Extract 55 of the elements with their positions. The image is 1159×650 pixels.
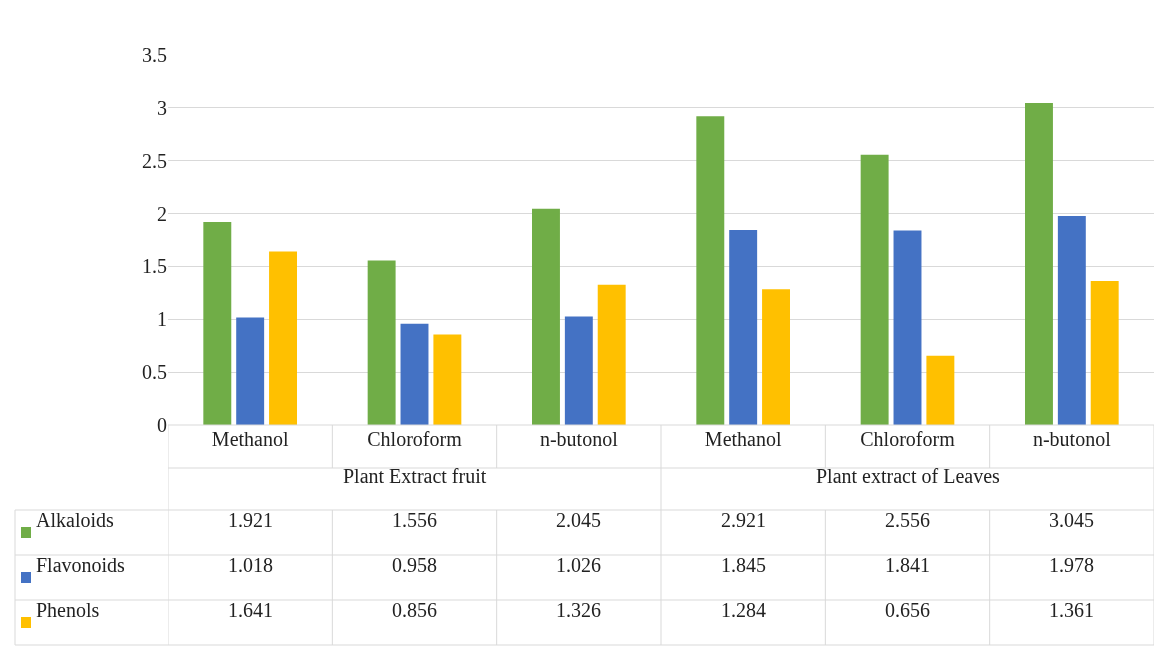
y-tick-label: 2.5 bbox=[142, 149, 167, 172]
y-tick-label: 2 bbox=[157, 202, 167, 225]
data-label: 0.656 bbox=[885, 599, 930, 621]
text: Plant extract of Leaves bbox=[816, 465, 1001, 487]
bar bbox=[860, 154, 889, 425]
x-tick-label: Chloroform bbox=[860, 428, 956, 450]
bar bbox=[893, 230, 922, 425]
data-label: 2.921 bbox=[721, 509, 766, 531]
y-tick-label: 0.5 bbox=[142, 361, 167, 384]
y-tick-label: 3 bbox=[157, 96, 167, 119]
bar bbox=[597, 284, 626, 425]
data-label: 1.361 bbox=[1049, 599, 1094, 621]
bar bbox=[236, 317, 265, 425]
bar bbox=[269, 251, 297, 425]
bar bbox=[367, 260, 396, 425]
data-label: 1.326 bbox=[556, 599, 601, 621]
data-label: 1.845 bbox=[721, 554, 766, 576]
bar bbox=[532, 208, 560, 425]
bar bbox=[203, 221, 232, 425]
legend-label: Flavonoids bbox=[36, 554, 126, 576]
y-tick-label: 3.5 bbox=[142, 44, 167, 66]
x-tick-label: Chloroform bbox=[367, 428, 463, 450]
bar bbox=[762, 289, 790, 425]
data-label: 2.045 bbox=[556, 509, 601, 531]
bar bbox=[1025, 103, 1053, 425]
bar bbox=[400, 323, 429, 425]
text: Plant Extract fruit bbox=[343, 465, 487, 487]
y-tick-label: 0 bbox=[157, 414, 167, 436]
legend-label: Alkaloids bbox=[36, 509, 114, 531]
x-tick-label: Methanol bbox=[704, 428, 782, 450]
data-label: 2.556 bbox=[885, 509, 930, 531]
data-label: 1.841 bbox=[885, 554, 930, 576]
y-tick-label: 1 bbox=[157, 308, 167, 331]
x-tick-label: Methanol bbox=[211, 428, 289, 450]
data-label: 1.284 bbox=[721, 599, 766, 621]
bar bbox=[564, 316, 593, 425]
y-tick-label: 1.5 bbox=[142, 255, 167, 278]
x-tick-label: n-butonol bbox=[1032, 428, 1112, 450]
data-label: 1.018 bbox=[228, 554, 273, 576]
data-label: 1.641 bbox=[228, 599, 273, 621]
x-tick-label: n-butonol bbox=[539, 428, 619, 450]
data-label: 1.556 bbox=[392, 509, 437, 531]
bar bbox=[696, 116, 725, 425]
data-label: 1.026 bbox=[556, 554, 601, 576]
data-label: 1.978 bbox=[1049, 554, 1094, 576]
bar bbox=[729, 229, 758, 425]
bar bbox=[433, 334, 462, 425]
bar bbox=[1057, 215, 1086, 425]
data-label: 3.045 bbox=[1049, 509, 1094, 531]
legend-label: Phenols bbox=[36, 599, 100, 621]
bar bbox=[926, 355, 955, 425]
bar bbox=[1090, 281, 1119, 425]
data-label: 0.856 bbox=[392, 599, 437, 621]
data-label: 0.958 bbox=[392, 554, 437, 576]
data-label: 1.921 bbox=[228, 509, 273, 531]
